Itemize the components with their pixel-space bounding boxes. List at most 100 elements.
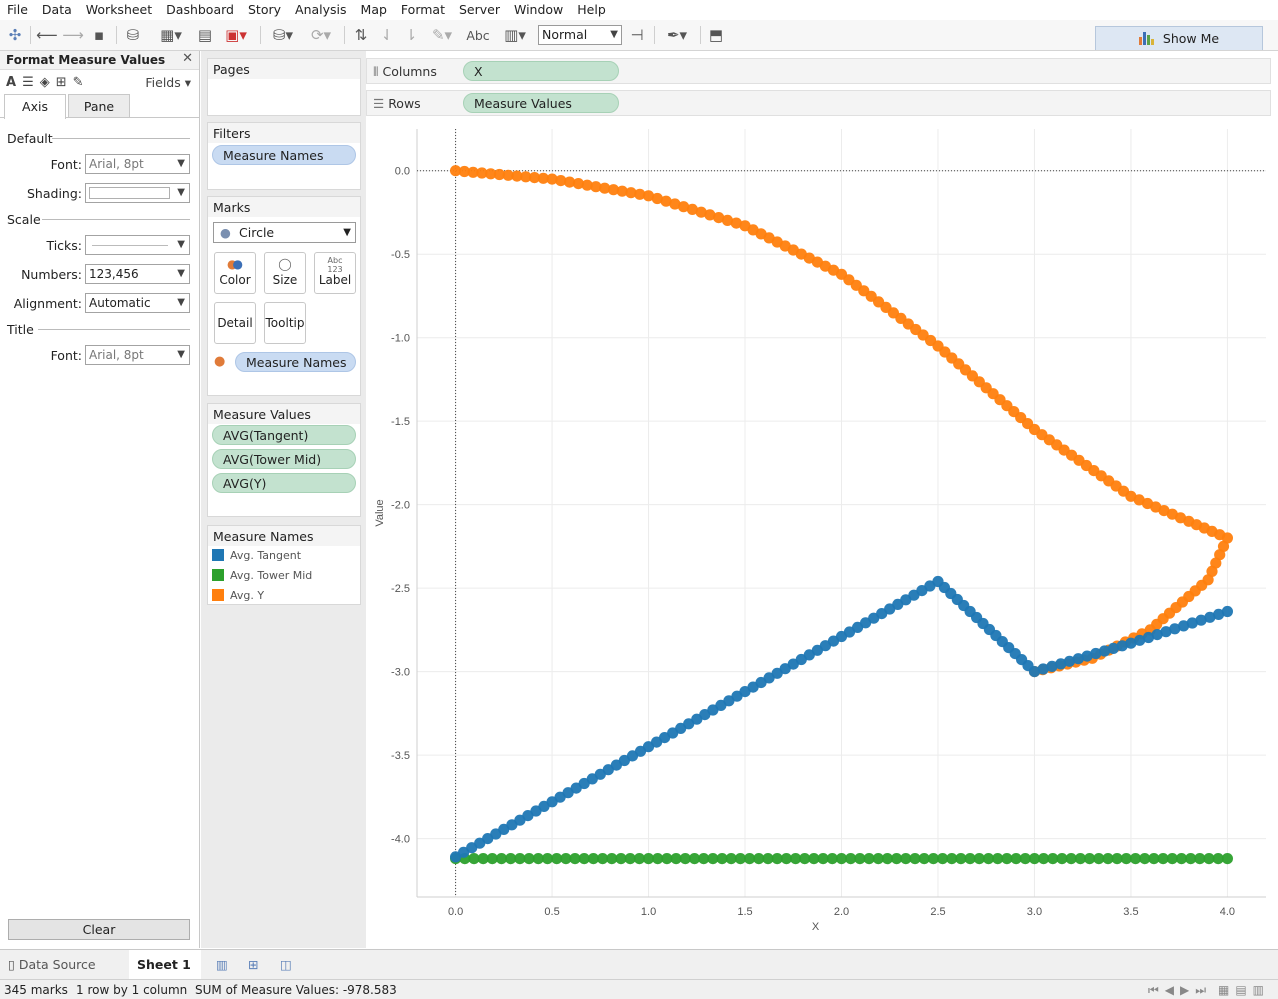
tab-data-source[interactable]: ▯ Data Source [0, 950, 128, 980]
pages-card[interactable]: Pages [207, 58, 361, 116]
sort-descending-icon[interactable]: ⇂ [404, 26, 418, 44]
data-point [744, 853, 756, 865]
legend-item[interactable]: Avg. Y [212, 586, 264, 604]
show-labels-button[interactable]: Abc [466, 27, 490, 43]
data-point [964, 853, 976, 865]
filter-pill-measure-names[interactable]: Measure Names [212, 145, 356, 165]
refresh-icon[interactable]: ⟳▾ [310, 26, 332, 44]
data-point [973, 853, 985, 865]
new-worksheet-icon[interactable]: ▦▾ [160, 26, 182, 44]
color-pill-measure-names[interactable]: Measure Names [235, 352, 356, 372]
numbers-select[interactable]: 123,456 ▼ [85, 264, 190, 284]
presentation-mode-icon[interactable]: ⬒ [708, 26, 724, 44]
size-button[interactable]: ◯ Size [264, 252, 306, 294]
clear-sheet-icon[interactable]: ▣▾ [225, 26, 247, 44]
data-point [698, 853, 710, 865]
data-point [642, 853, 655, 865]
tab-axis[interactable]: Axis [4, 94, 66, 119]
highlight-icon[interactable]: ✎▾ [431, 26, 453, 44]
data-point [546, 173, 558, 185]
measure-pill-tower-mid[interactable]: AVG(Tower Mid) [212, 449, 356, 469]
data-point [572, 178, 584, 190]
swap-rows-columns-icon[interactable]: ⇅ [354, 26, 368, 44]
chart-area[interactable]: 0.0 0.5 1.0 1.5 2.0 2.5 3.0 3.5 4.0 0.0 -0.5 -1.0 -1… [366, 122, 1271, 941]
view-size-select[interactable]: Normal ▼ [538, 25, 622, 45]
y-tick-label: -2.5 [391, 583, 410, 595]
show-me-button[interactable]: Show Me [1095, 26, 1263, 50]
menu-analysis[interactable]: Analysis [295, 2, 347, 17]
data-point [606, 853, 618, 865]
title-font-value: Arial, 8pt [89, 348, 144, 362]
data-point [1195, 614, 1207, 626]
menu-data[interactable]: Data [41, 2, 72, 17]
tab-pane[interactable]: Pane [68, 94, 130, 117]
sort-ascending-icon[interactable]: ⇃ [380, 26, 394, 44]
columns-pill-x[interactable]: X [463, 61, 619, 81]
borders-format-icon[interactable]: ⊞ [55, 74, 67, 90]
data-point [835, 853, 848, 865]
duplicate-sheet-icon[interactable]: ▤ [197, 26, 213, 44]
legend-item[interactable]: Avg. Tangent [212, 546, 301, 564]
fix-axes-icon[interactable]: ⊣ [630, 26, 644, 44]
rows-pill-measure-values[interactable]: Measure Values [463, 93, 619, 113]
legend-label: Avg. Tangent [230, 548, 302, 562]
ticks-select[interactable]: ▼ [85, 235, 190, 255]
data-point [1116, 640, 1128, 652]
rows-shelf[interactable]: ☰ Rows Measure Values [366, 90, 1271, 116]
new-story-icon[interactable]: ◫ [280, 957, 292, 972]
new-dashboard-icon[interactable]: ⊞ [248, 957, 259, 972]
pause-updates-icon[interactable]: ⛁▾ [272, 26, 294, 44]
new-data-source-icon[interactable]: ⛁ [126, 26, 140, 44]
y-tick-label: -3.5 [391, 750, 410, 762]
menu-help[interactable]: Help [577, 2, 606, 17]
close-icon[interactable]: ✕ [182, 51, 193, 66]
measure-pill-y[interactable]: AVG(Y) [212, 473, 356, 493]
menu-worksheet[interactable]: Worksheet [85, 2, 153, 17]
mark-type-select[interactable]: ● Circle ▼ [213, 222, 356, 243]
size-label: Size [272, 273, 298, 287]
tooltip-button[interactable]: Tooltip [264, 302, 306, 344]
shading-format-icon[interactable]: ◈ [39, 74, 50, 90]
fit-icon[interactable]: ▥▾ [504, 26, 526, 44]
data-point [1056, 853, 1068, 865]
tab-sheet-1[interactable]: Sheet 1 [129, 950, 201, 980]
menu-story[interactable]: Story [247, 2, 282, 17]
menu-file[interactable]: File [7, 2, 28, 17]
menu-server[interactable]: Server [458, 2, 500, 17]
font-select[interactable]: Arial, 8pt ▼ [85, 154, 190, 174]
legend-item[interactable]: Avg. Tower Mid [212, 566, 312, 584]
annotate-icon[interactable]: ✒▾ [666, 26, 688, 44]
shading-select[interactable]: ▼ [85, 183, 190, 203]
title-font-select[interactable]: Arial, 8pt ▼ [85, 345, 190, 365]
database-icon: ▯ [8, 957, 19, 972]
columns-shelf[interactable]: ⦀ Columns X [366, 58, 1271, 84]
measure-pill-tangent[interactable]: AVG(Tangent) [212, 425, 356, 445]
label-button[interactable]: Abc 123 Label [314, 252, 356, 294]
data-point [1125, 637, 1137, 649]
menu-format[interactable]: Format [400, 2, 445, 17]
redo-icon[interactable]: ⟶ [62, 26, 84, 44]
alignment-select[interactable]: Automatic ▼ [85, 293, 190, 313]
divider [42, 219, 190, 220]
data-point [578, 853, 590, 865]
menu-dashboard[interactable]: Dashboard [166, 2, 234, 17]
data-point [502, 169, 514, 181]
view-mode-icon[interactable]: ▦▤▥ [1218, 983, 1271, 997]
font-format-icon[interactable]: A [6, 74, 17, 90]
scatter-chart[interactable]: 0.0 0.5 1.0 1.5 2.0 2.5 3.0 3.5 4.0 0.0 -0.5 -1.0 -1… [366, 122, 1271, 941]
undo-icon[interactable]: ⟵ [36, 26, 58, 44]
clear-button[interactable]: Clear [8, 919, 190, 940]
detail-button[interactable]: Detail [214, 302, 256, 344]
menu-window[interactable]: Window [513, 2, 564, 17]
color-button[interactable]: ●● Color [214, 252, 256, 294]
lines-format-icon[interactable]: ✎ [72, 74, 84, 90]
tableau-logo-icon[interactable]: ✣ [8, 26, 22, 44]
save-icon[interactable]: ▪ [93, 26, 105, 44]
alignment-format-icon[interactable]: ☰ [22, 74, 34, 90]
data-point [780, 853, 792, 865]
new-worksheet-icon[interactable]: ▥ [216, 957, 228, 972]
fields-dropdown[interactable]: Fields ▾ [145, 75, 191, 90]
menu-map[interactable]: Map [360, 2, 387, 17]
sheet-navigation-icon[interactable]: ⏮◀▶⏭ [1148, 983, 1213, 997]
rows-text: Rows [388, 96, 421, 111]
